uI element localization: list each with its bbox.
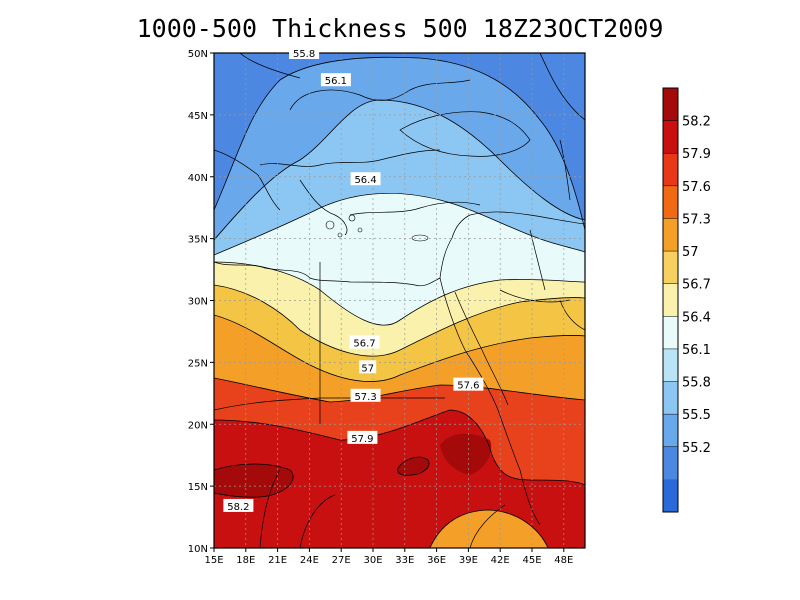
- contour-label: 56.1: [325, 76, 347, 87]
- contour-label-box: [350, 172, 381, 186]
- contour-label: 55.8: [293, 49, 315, 60]
- colorbar-swatch: [663, 88, 678, 122]
- colorbar-label: 57.9: [682, 147, 711, 162]
- colorbar-swatch: [663, 283, 678, 317]
- colorbar-label: 56.7: [682, 278, 711, 293]
- contour-fill: [214, 53, 585, 548]
- contour-label-box: [320, 73, 351, 87]
- colorbar-swatch: [663, 153, 678, 187]
- x-tick-label: 36E: [427, 555, 446, 566]
- contour-label: 56.7: [353, 339, 375, 350]
- band-57-6-pocket: [430, 510, 548, 548]
- x-tick-label: 45E: [522, 555, 541, 566]
- contour-label-box: [347, 430, 378, 444]
- x-tick-label: 18E: [236, 555, 255, 566]
- colorbar-label: 56.4: [682, 310, 711, 325]
- band-58-5-c: [440, 433, 492, 475]
- x-tick-label: 24E: [300, 555, 319, 566]
- y-tick-label: 25N: [188, 358, 208, 369]
- x-tick-label: 48E: [554, 555, 573, 566]
- contour-label-box: [223, 498, 254, 512]
- x-tick-label: 21E: [268, 555, 287, 566]
- colorbar-swatch: [663, 185, 678, 219]
- colorbar-label: 55.8: [682, 376, 711, 391]
- contour-label: 56.4: [354, 175, 376, 186]
- map-title: 1000-500 Thickness 500 18Z23OCT2009: [136, 14, 664, 43]
- axes: 15E 18E 21E 24E 27E 30E 33E 36E 39E 42E 45E 48E 10N 1…: [188, 49, 574, 566]
- colorbar-swatch: [663, 251, 678, 285]
- y-tick-label: 15N: [188, 482, 208, 493]
- colorbar-label: 57: [682, 245, 699, 260]
- y-tick-label: 30N: [188, 297, 208, 308]
- contour-labels: 55.8 56.1 56.4 56.7 57 57.3 57.6 57.9 58.2: [223, 46, 484, 513]
- contour-lines: [214, 53, 585, 548]
- colorbar-swatch: [663, 479, 678, 513]
- colorbar-swatch: [663, 446, 678, 480]
- colorbar-label: 55.2: [682, 441, 711, 456]
- x-tick-label: 42E: [491, 555, 510, 566]
- colorbar-label: 57.6: [682, 180, 711, 195]
- islands: [325, 214, 429, 242]
- contour-label: 57.3: [354, 392, 376, 403]
- colorbar-swatch: [663, 218, 678, 252]
- contour-label: 57.9: [351, 434, 373, 445]
- y-tick-label: 20N: [188, 420, 208, 431]
- colorbar-label: 57.3: [682, 212, 711, 227]
- y-tick-label: 10N: [188, 544, 208, 555]
- x-tick-label: 15E: [204, 555, 223, 566]
- y-tick-label: 50N: [188, 49, 208, 60]
- contour-label-box: [350, 388, 381, 402]
- colorbar-label: 55.5: [682, 408, 711, 423]
- y-tick-label: 35N: [188, 235, 208, 246]
- contour-label: 57: [361, 363, 374, 374]
- contour-label-box: [349, 335, 380, 349]
- contour-label-box: [289, 46, 320, 59]
- colorbar-label: 56.1: [682, 343, 711, 358]
- x-tick-label: 27E: [332, 555, 351, 566]
- x-tick-label: 33E: [395, 555, 414, 566]
- colorbar-swatch: [663, 414, 678, 448]
- colorbar-swatch: [663, 348, 678, 383]
- x-tick-label: 39E: [459, 555, 478, 566]
- band-58-5: [214, 464, 294, 498]
- contour-label-box: [359, 360, 377, 374]
- y-tick-label: 40N: [188, 173, 208, 184]
- contour-label: 57.6: [457, 381, 479, 392]
- colorbar-swatch: [663, 120, 678, 154]
- gridlines: [214, 53, 585, 548]
- contour-label-box: [453, 377, 484, 391]
- coastlines: [214, 79, 585, 548]
- colorbar-label: 58.2: [682, 115, 711, 130]
- y-tick-label: 45N: [188, 111, 208, 122]
- colorbar-swatch: [663, 316, 678, 350]
- colorbar: 58.2 57.9 57.6 57.3 57 56.7 56.4 56.1 55.8 55.5 55…: [662, 87, 711, 513]
- x-tick-label: 30E: [363, 555, 382, 566]
- colorbar-swatch: [663, 381, 678, 415]
- contour-label: 58.2: [227, 502, 249, 513]
- band-58-5-b: [397, 457, 430, 476]
